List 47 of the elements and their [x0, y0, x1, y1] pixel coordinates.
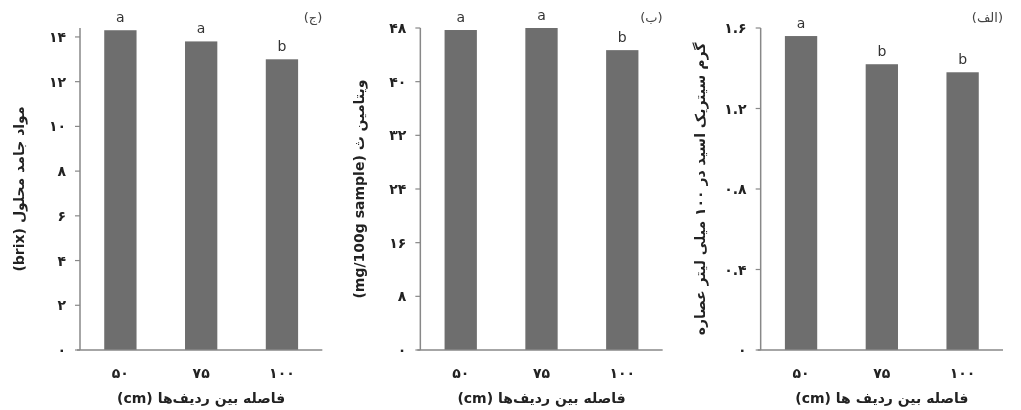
y-tick-label: ۱.۶ [724, 20, 747, 36]
x-tick-label: ۷۵ [532, 365, 551, 381]
y-tick-label: ۱۴ [48, 28, 67, 45]
y-tick-label: ۰.۴ [724, 261, 748, 278]
annotation: a [537, 7, 546, 23]
x-axis-title: فاصله بین ردیف‌ها (cm) [457, 390, 626, 407]
x-tick-label: ۱۰۰ [609, 365, 636, 381]
text: (ب) [640, 10, 663, 25]
x-tick-label: ۷۵ [192, 365, 211, 381]
x-tick-label: ۵۰ [111, 365, 129, 381]
y-tick-label: ۰ [397, 342, 407, 358]
y-tick-label: ۲ [57, 297, 67, 314]
y-tick-label: ۱۲ [48, 73, 67, 90]
y-tick-label: ۰ [738, 342, 747, 358]
x-tick-label: ۱۰۰ [949, 365, 976, 381]
y-tick-label: ۸ [397, 288, 407, 305]
x-axis-title: فاصله بین ردیف‌ها (cm) [117, 390, 286, 407]
y-tick-label: ۴۰ [389, 73, 407, 90]
x-axis-title: فاصله بین ردیف ها (cm) [795, 390, 969, 407]
y-tick-label: ۱۶ [389, 234, 407, 251]
y-tick-label: ۸ [57, 163, 67, 180]
text: (الف) [971, 10, 1003, 25]
y-tick-label: ۳۲ [389, 127, 407, 144]
annotation: a [796, 15, 806, 32]
y-axis-title: ویتامین ث (mg/100g sample) [351, 79, 369, 299]
y-tick-label: ۴۸ [389, 20, 407, 36]
y-tick-label: ۱.۲ [724, 100, 748, 117]
x-tick-label: ۵۰ [792, 365, 810, 381]
y-axis-title: مواد جامد محلول (brix) [11, 106, 28, 272]
y-tick-label: ۴ [57, 252, 67, 269]
annotation: a [456, 9, 466, 26]
y-tick-label: ۱۰ [48, 118, 66, 135]
y-tick-label: ۲۴ [389, 181, 407, 197]
annotation: b [617, 29, 627, 46]
annotation: b [958, 51, 968, 68]
annotation: b [877, 43, 887, 60]
y-tick-label: ۰.۸ [724, 181, 748, 197]
annotation: a [116, 9, 125, 26]
annotation: a [196, 20, 206, 37]
annotation: b [277, 38, 287, 55]
y-axis-title: گرم سیتریک اسید در ۱۰۰ میلی لیتر عصاره [691, 41, 709, 336]
y-tick-label: ۰ [57, 342, 66, 358]
x-tick-label: ۵۰ [452, 365, 470, 381]
y-tick-label: ۶ [57, 207, 66, 224]
x-tick-label: ۱۰۰ [269, 365, 295, 381]
text: (ج) [303, 10, 323, 26]
x-tick-label: ۷۵ [873, 365, 891, 381]
